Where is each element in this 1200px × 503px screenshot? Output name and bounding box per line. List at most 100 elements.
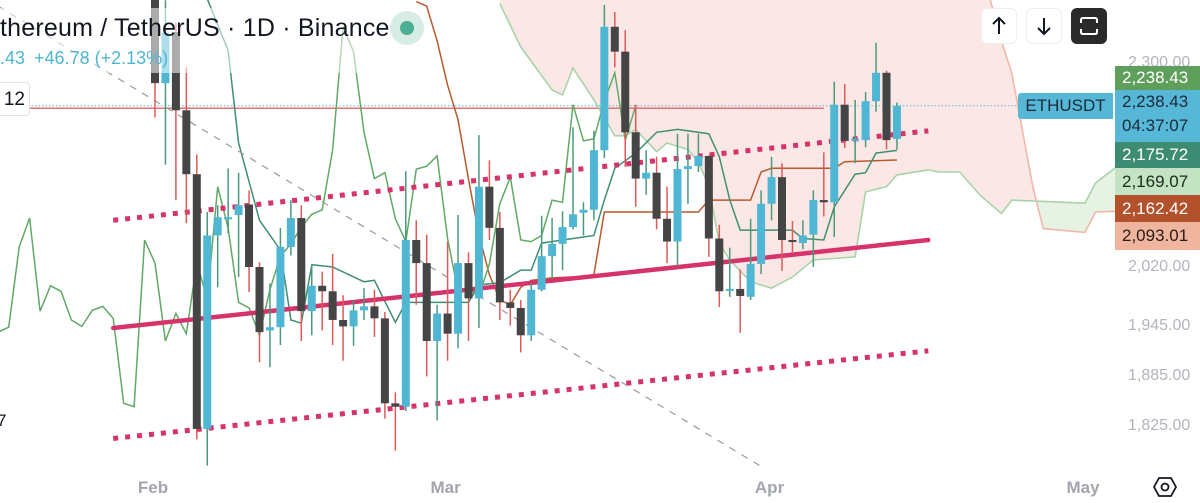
fullscreen-button[interactable] bbox=[1071, 8, 1107, 44]
price-tick-label: 1,825.00 bbox=[1128, 417, 1191, 435]
candle bbox=[192, 154, 201, 440]
candle bbox=[527, 283, 536, 341]
candle-body bbox=[213, 217, 222, 236]
candle-body bbox=[746, 263, 755, 297]
candle-body bbox=[715, 238, 724, 292]
price-axis-label: 2,169.07 bbox=[1115, 168, 1200, 195]
candle bbox=[495, 212, 504, 320]
candle bbox=[412, 220, 421, 305]
bar-countdown: 04:37:07 bbox=[1122, 116, 1189, 135]
price-label-value: 2,238.43 bbox=[1122, 68, 1189, 87]
candle bbox=[704, 155, 713, 257]
time-tick-label: Feb bbox=[137, 478, 169, 497]
candle-body bbox=[412, 240, 421, 264]
candle-body bbox=[819, 200, 828, 203]
price-tick-label: 1,945.00 bbox=[1128, 317, 1191, 335]
candle bbox=[631, 104, 640, 207]
candle bbox=[506, 289, 515, 326]
market-status-indicator[interactable] bbox=[390, 11, 424, 45]
candle bbox=[579, 202, 588, 236]
candle-body bbox=[339, 319, 348, 327]
candle-body bbox=[548, 243, 557, 257]
candle bbox=[401, 171, 410, 411]
candle-body bbox=[558, 227, 567, 244]
candle-body bbox=[757, 203, 766, 264]
price-change: .43 +46.78 (+2.13%) bbox=[0, 48, 390, 69]
candle bbox=[872, 42, 881, 112]
candle-body bbox=[255, 267, 264, 333]
candle-body bbox=[224, 217, 233, 220]
candle-body bbox=[328, 291, 337, 320]
price-axis-label: 2,238.43 bbox=[1115, 66, 1200, 90]
candle bbox=[485, 160, 494, 241]
candle-body bbox=[882, 72, 891, 141]
price-label-value: 2,238.43 bbox=[1122, 92, 1189, 111]
candle bbox=[349, 299, 358, 346]
candle bbox=[537, 215, 546, 292]
candle bbox=[286, 200, 295, 256]
candle bbox=[819, 152, 828, 217]
candle-body bbox=[861, 101, 870, 141]
candle-body bbox=[610, 26, 619, 52]
last-price-fragment: .43 bbox=[0, 48, 26, 68]
price-label-value: 2,169.07 bbox=[1122, 172, 1189, 191]
solid-trend-line bbox=[110, 237, 931, 331]
candle bbox=[892, 102, 901, 150]
candle bbox=[255, 262, 264, 363]
candle-body bbox=[673, 169, 682, 242]
candle bbox=[736, 269, 745, 333]
fullscreen-icon bbox=[1080, 17, 1098, 35]
candle-body bbox=[600, 26, 609, 151]
candle-body bbox=[454, 263, 463, 334]
candle-body bbox=[872, 72, 881, 102]
candle bbox=[360, 288, 368, 320]
dashed-trend-line bbox=[0, 6, 762, 467]
candle-body bbox=[809, 200, 818, 235]
candle bbox=[558, 211, 567, 271]
candle bbox=[621, 30, 630, 167]
candle-body bbox=[234, 205, 243, 216]
candle-body bbox=[401, 240, 410, 407]
symbol-title[interactable]: thereum / TetherUS · 1D · Binance bbox=[0, 14, 390, 42]
candle bbox=[474, 135, 483, 329]
candle-body bbox=[840, 104, 849, 141]
candle-body bbox=[318, 285, 327, 292]
candle-body bbox=[422, 263, 431, 341]
candle-body bbox=[464, 263, 473, 299]
chart-settings-button[interactable] bbox=[1152, 476, 1178, 498]
candle bbox=[328, 253, 337, 346]
candle bbox=[610, 12, 619, 68]
candle bbox=[380, 311, 389, 419]
candle bbox=[464, 252, 473, 341]
candle bbox=[443, 241, 452, 361]
senkou-span-b-line bbox=[989, 0, 1115, 234]
candle-body bbox=[527, 289, 536, 336]
candle bbox=[882, 70, 891, 150]
scroll-up-button[interactable] bbox=[981, 8, 1017, 44]
candle bbox=[683, 133, 692, 204]
status-dot-icon bbox=[400, 21, 414, 35]
candle bbox=[213, 205, 222, 288]
candle-body bbox=[370, 306, 379, 319]
candle-body bbox=[683, 166, 692, 170]
side-label[interactable]: 12 bbox=[0, 82, 30, 116]
candle bbox=[851, 99, 860, 164]
candle-body bbox=[663, 218, 672, 242]
candle bbox=[840, 83, 849, 149]
symbol-legend[interactable]: thereum / TetherUS · 1D · Binance .43 +46… bbox=[0, 8, 396, 73]
candle bbox=[809, 190, 818, 267]
change-value: +46.78 (+2.13%) bbox=[34, 48, 169, 68]
candle-body bbox=[652, 172, 661, 219]
candle bbox=[778, 163, 786, 271]
price-label-value: 2,162.42 bbox=[1122, 199, 1189, 218]
price-tick-label: 1,885.00 bbox=[1128, 366, 1191, 384]
candle bbox=[798, 220, 807, 250]
candle-body bbox=[192, 174, 201, 429]
candle-body bbox=[276, 246, 285, 328]
candle-body bbox=[349, 310, 358, 327]
candle bbox=[746, 218, 755, 300]
price-axis-label: 2,093.01 bbox=[1115, 222, 1200, 250]
scroll-down-button[interactable] bbox=[1026, 8, 1062, 44]
dotted-trend-line bbox=[112, 348, 929, 441]
